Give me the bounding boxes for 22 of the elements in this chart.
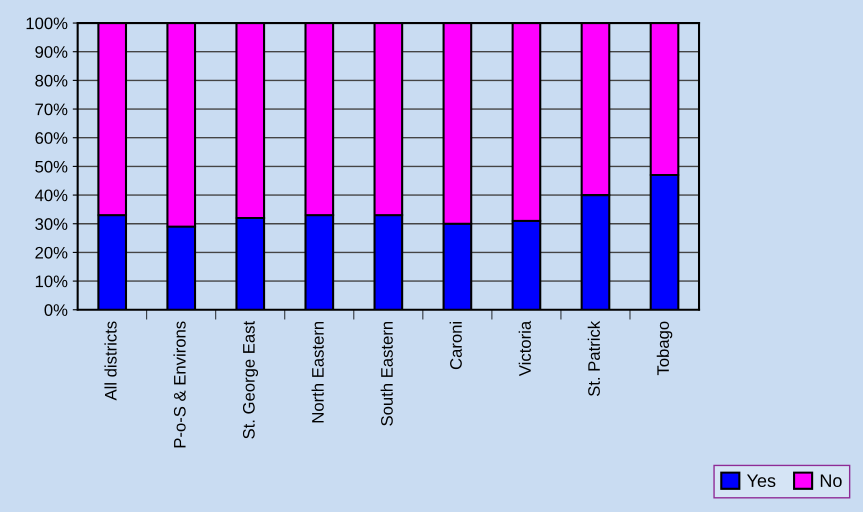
x-tick-label: Caroni [450, 322, 462, 370]
y-tick-label: 10% [36, 275, 68, 288]
x-tick-label: St. George East [242, 320, 258, 439]
x-tick-label: Tobago [656, 322, 672, 376]
y-tick-label: 100% [26, 17, 68, 30]
x-tick-label: All districts [104, 321, 117, 400]
x-tick-label: South Eastern [380, 322, 393, 426]
y-tick-label: 20% [35, 246, 68, 259]
y-tick-label: 50% [35, 160, 68, 173]
x-tick-label: North Eastern [312, 322, 324, 422]
x-tick-label: Victoria [518, 320, 531, 376]
legend-label: Yes [746, 474, 776, 488]
y-tick-label: 90% [35, 46, 68, 58]
y-tick-label: 0% [44, 304, 68, 316]
x-tick-label: P-o-S & Environs [173, 321, 186, 448]
y-tick-label: 80% [35, 74, 68, 87]
legend-label: No [820, 474, 842, 488]
x-tick-label: St. Patrick [588, 320, 600, 396]
y-tick-label: 30% [35, 218, 68, 230]
y-tick-label: 60% [35, 132, 68, 144]
y-tick-label: 70% [35, 103, 68, 116]
y-tick-label: 40% [34, 189, 68, 202]
